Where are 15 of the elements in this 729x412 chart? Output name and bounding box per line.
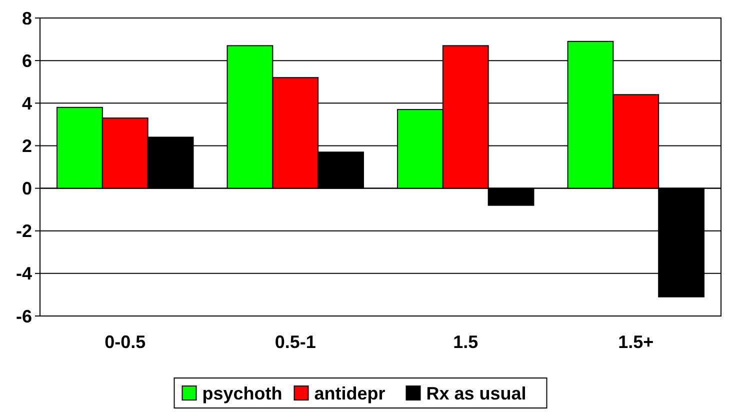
y-tick-label: -2 [16,221,32,242]
legend-label: psychoth [202,383,282,404]
x-tick-label: 0-0.5 [104,332,146,352]
y-tick-label: 4 [22,93,32,114]
legend-label: Rx as usual [426,383,526,404]
y-tick-label: 0 [22,178,32,199]
y-tick-label: -6 [16,306,32,326]
x-tick-label: 1.5 [453,332,478,352]
x-tick-label: 0.5-1 [274,332,316,352]
y-tick-label: 6 [22,50,32,71]
y-tick-label: -4 [16,264,32,284]
y-tick-label: 8 [22,8,32,28]
y-tick-label: 2 [22,136,32,156]
legend-label: antidepr [314,383,386,404]
x-tick-label: 1.5+ [618,332,654,352]
